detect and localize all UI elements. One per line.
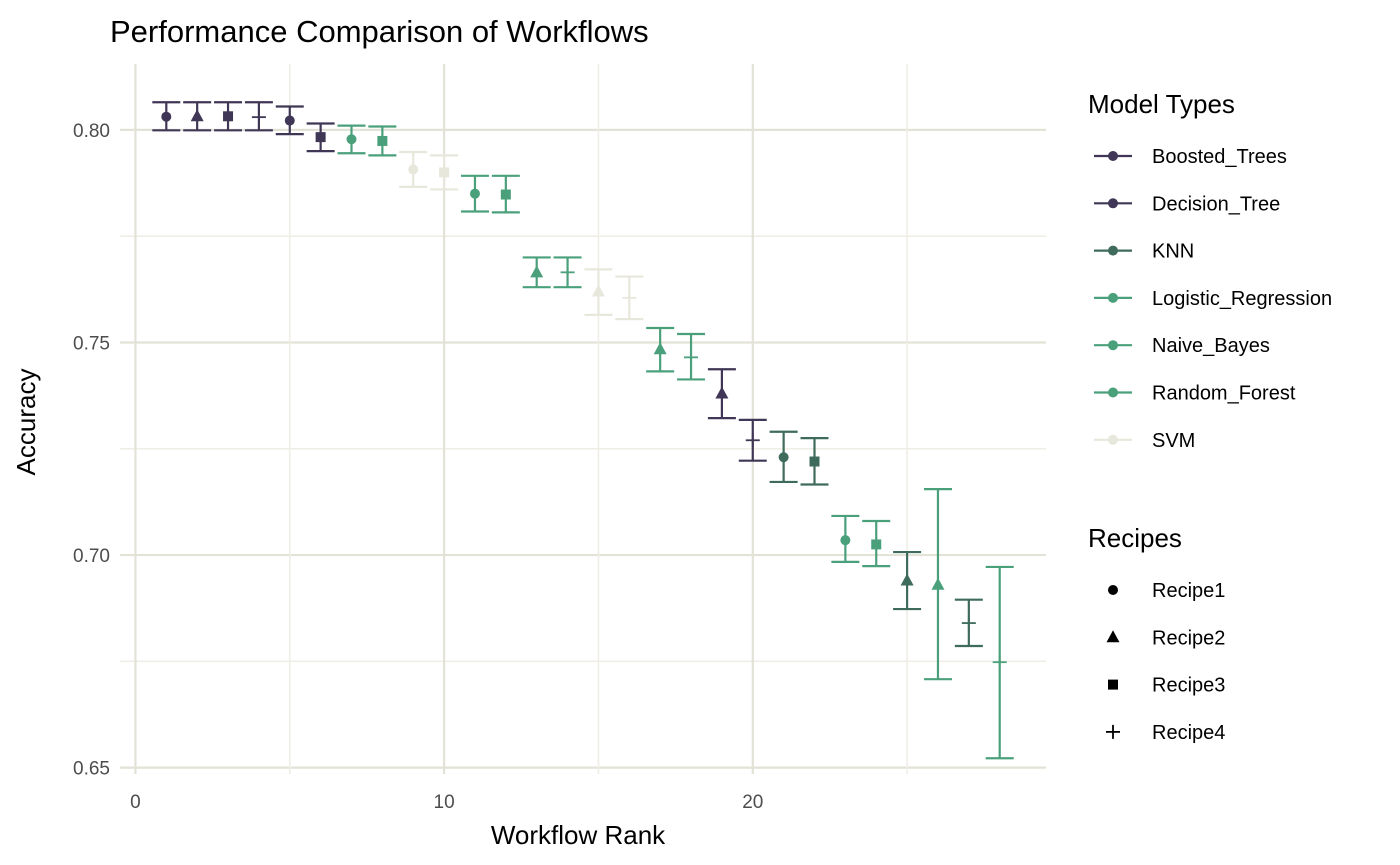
legend-label: Boosted_Trees — [1152, 146, 1287, 168]
x-tick-label: 20 — [742, 792, 763, 813]
data-point — [992, 655, 1007, 670]
recipe-legend-title: Recipes — [1088, 523, 1182, 553]
legend-label: Recipe4 — [1152, 722, 1225, 744]
data-point — [871, 539, 882, 550]
data-point — [591, 284, 605, 297]
legend-item-model: Decision_Tree — [1094, 193, 1280, 215]
data-point — [284, 115, 295, 126]
data-point — [684, 350, 699, 365]
y-tick-label: 0.65 — [73, 759, 110, 780]
legend-label: Recipe3 — [1152, 675, 1225, 697]
legend-label: Random_Forest — [1152, 383, 1296, 405]
x-axis-ticks: 0 10 20 — [130, 792, 763, 813]
legend-label: Decision_Tree — [1152, 193, 1280, 215]
legend-item-recipe: Recipe4 — [1106, 722, 1225, 744]
data-point — [161, 111, 172, 122]
legend-shape — [1108, 679, 1118, 690]
legend-label: Logistic_Regression — [1152, 288, 1332, 310]
legend-label: SVM — [1152, 430, 1195, 452]
x-tick-label: 10 — [434, 792, 455, 813]
x-tick-label: 0 — [130, 792, 141, 813]
data-point — [653, 342, 667, 355]
legend-marker — [1108, 292, 1118, 303]
data-point — [315, 132, 326, 143]
legend-item-recipe: Recipe2 — [1106, 627, 1225, 649]
legend-shape — [1108, 585, 1118, 595]
data-point — [840, 535, 851, 546]
model-legend-title: Model Types — [1088, 89, 1235, 119]
legend-shape — [1106, 724, 1120, 739]
legend-item-recipe: Recipe1 — [1108, 580, 1225, 602]
legend-marker — [1108, 198, 1118, 209]
legend-marker — [1108, 151, 1118, 161]
legend-item-model: KNN — [1094, 241, 1194, 263]
data-point — [377, 135, 388, 146]
data-point — [560, 265, 575, 280]
data-point — [745, 433, 760, 448]
y-tick-label: 0.80 — [73, 121, 110, 142]
error-bars-layer — [152, 101, 1014, 760]
data-point — [190, 109, 204, 122]
data-point — [961, 616, 976, 631]
y-tick-label: 0.75 — [73, 333, 110, 354]
legend-shape — [1106, 630, 1120, 643]
data-point — [439, 167, 450, 178]
legend-item-model: Random_Forest — [1094, 383, 1296, 405]
data-point — [931, 577, 945, 590]
legend-label: Recipe2 — [1152, 627, 1225, 649]
legend-item-model: SVM — [1094, 430, 1195, 452]
legend-item-model: Logistic_Regression — [1094, 288, 1332, 310]
data-point — [809, 456, 820, 467]
legend-label: Naive_Bayes — [1152, 335, 1270, 357]
chart-title: Performance Comparison of Workflows — [110, 14, 649, 49]
legend-item-model: Boosted_Trees — [1094, 146, 1287, 168]
data-point — [251, 110, 266, 125]
legend-marker — [1108, 387, 1118, 398]
legend-marker — [1108, 245, 1118, 256]
legend-item-model: Naive_Bayes — [1094, 335, 1270, 357]
legend-item-recipe: Recipe3 — [1108, 675, 1225, 697]
legend-marker — [1108, 340, 1118, 351]
y-axis-title: Accuracy — [11, 369, 41, 476]
data-point — [469, 188, 480, 199]
data-point — [223, 111, 234, 122]
data-point — [778, 452, 789, 463]
legend-label: KNN — [1152, 241, 1194, 263]
data-point — [408, 164, 419, 175]
y-axis-ticks: 0.65 0.70 0.75 0.80 — [73, 121, 110, 780]
data-point — [900, 573, 914, 586]
point-markers-layer — [161, 109, 1007, 670]
data-point — [346, 134, 357, 145]
data-point — [715, 386, 729, 399]
grid-lines — [120, 64, 1046, 774]
y-tick-label: 0.70 — [73, 546, 110, 567]
x-axis-title: Workflow Rank — [491, 820, 666, 850]
data-point — [500, 189, 511, 200]
legend-marker — [1108, 434, 1118, 445]
legend-label: Recipe1 — [1152, 580, 1225, 602]
data-point — [622, 290, 637, 305]
recipes-legend: Recipes Recipe1 Recipe2 Recipe3 Recipe4 — [1088, 523, 1225, 744]
data-point — [530, 265, 544, 278]
model-types-legend: Model Types Boosted_Trees Decision_Tree KN… — [1088, 89, 1332, 452]
